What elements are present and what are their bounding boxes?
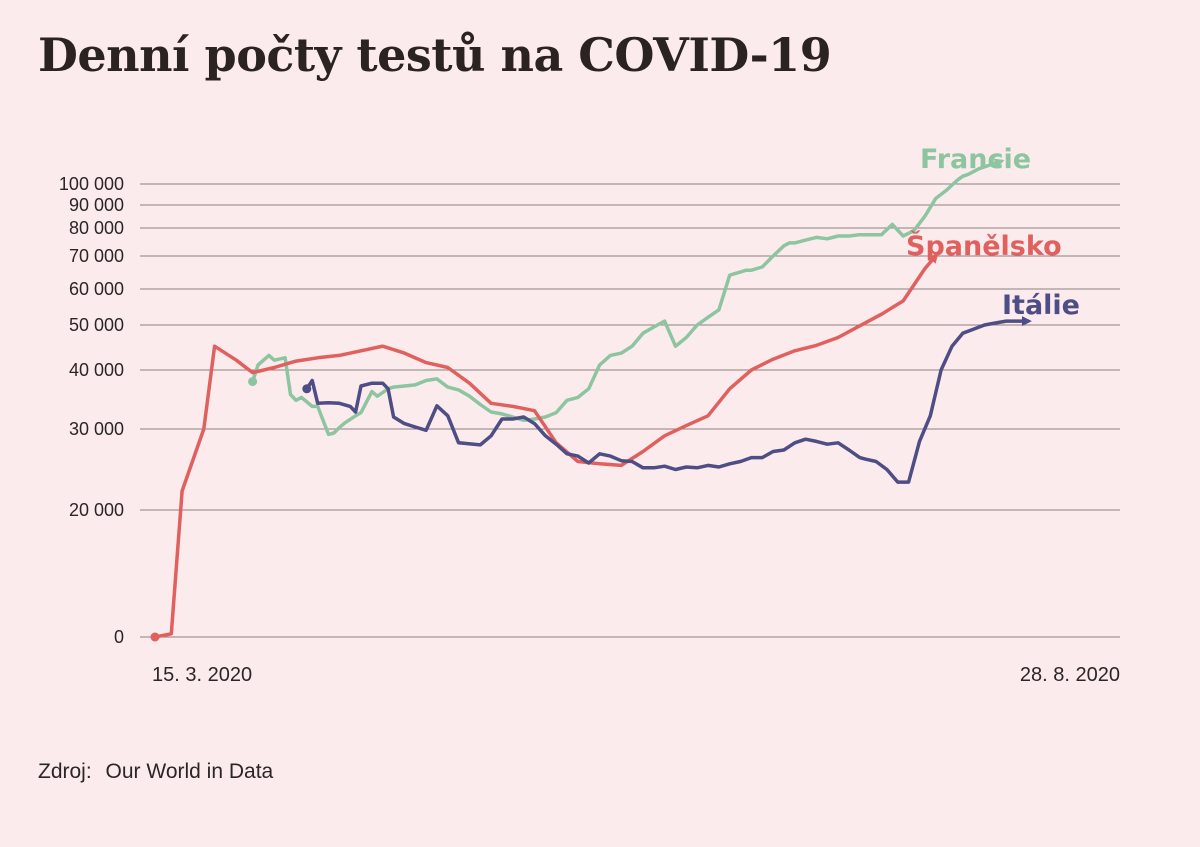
x-axis: 15. 3. 2020 28. 8. 2020 — [152, 664, 1120, 686]
series-line-1 — [153, 252, 939, 639]
gridlines — [140, 183, 1120, 638]
y-tick-label: 70 000 — [69, 246, 124, 266]
y-tick-label: 50 000 — [69, 315, 124, 335]
series-line-2 — [305, 316, 1032, 484]
series-label-1: Španělsko — [906, 230, 1062, 262]
x-tick-label: 28. 8. 2020 — [1020, 664, 1120, 686]
y-tick-label: 80 000 — [69, 218, 124, 238]
series-lines — [150, 158, 1032, 642]
y-tick-label: 40 000 — [69, 360, 124, 380]
series-labels: Francie Španělsko Itálie — [906, 144, 1080, 321]
series-start-dot-0 — [248, 377, 258, 387]
page-title: Denní počty testů na COVID-19 — [38, 28, 832, 82]
y-tick-label: 60 000 — [69, 279, 124, 299]
source-note: Zdroj: Our World in Data — [38, 760, 273, 784]
y-tick-label: 20 000 — [69, 500, 124, 520]
y-tick-label: 100 000 — [59, 174, 124, 194]
y-tick-label: 30 000 — [69, 419, 124, 439]
series-label-0: Francie — [920, 144, 1031, 175]
series-line-0 — [250, 158, 1005, 437]
x-tick-label: 15. 3. 2020 — [152, 664, 252, 686]
y-tick-label: 90 000 — [69, 195, 124, 215]
source-value: Our World in Data — [105, 760, 274, 783]
series-start-dot-2 — [302, 384, 312, 394]
y-axis: 0 20 000 30 000 40 000 50 000 60 000 70 000 80 … — [59, 174, 124, 647]
source-label: Zdroj: — [38, 760, 92, 783]
series-label-2: Itálie — [1002, 290, 1080, 321]
series-start-dot-1 — [150, 632, 160, 642]
y-tick-label: 0 — [114, 627, 124, 647]
